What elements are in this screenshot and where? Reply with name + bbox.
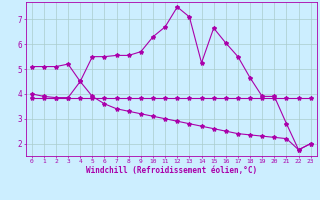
X-axis label: Windchill (Refroidissement éolien,°C): Windchill (Refroidissement éolien,°C): [86, 166, 257, 175]
